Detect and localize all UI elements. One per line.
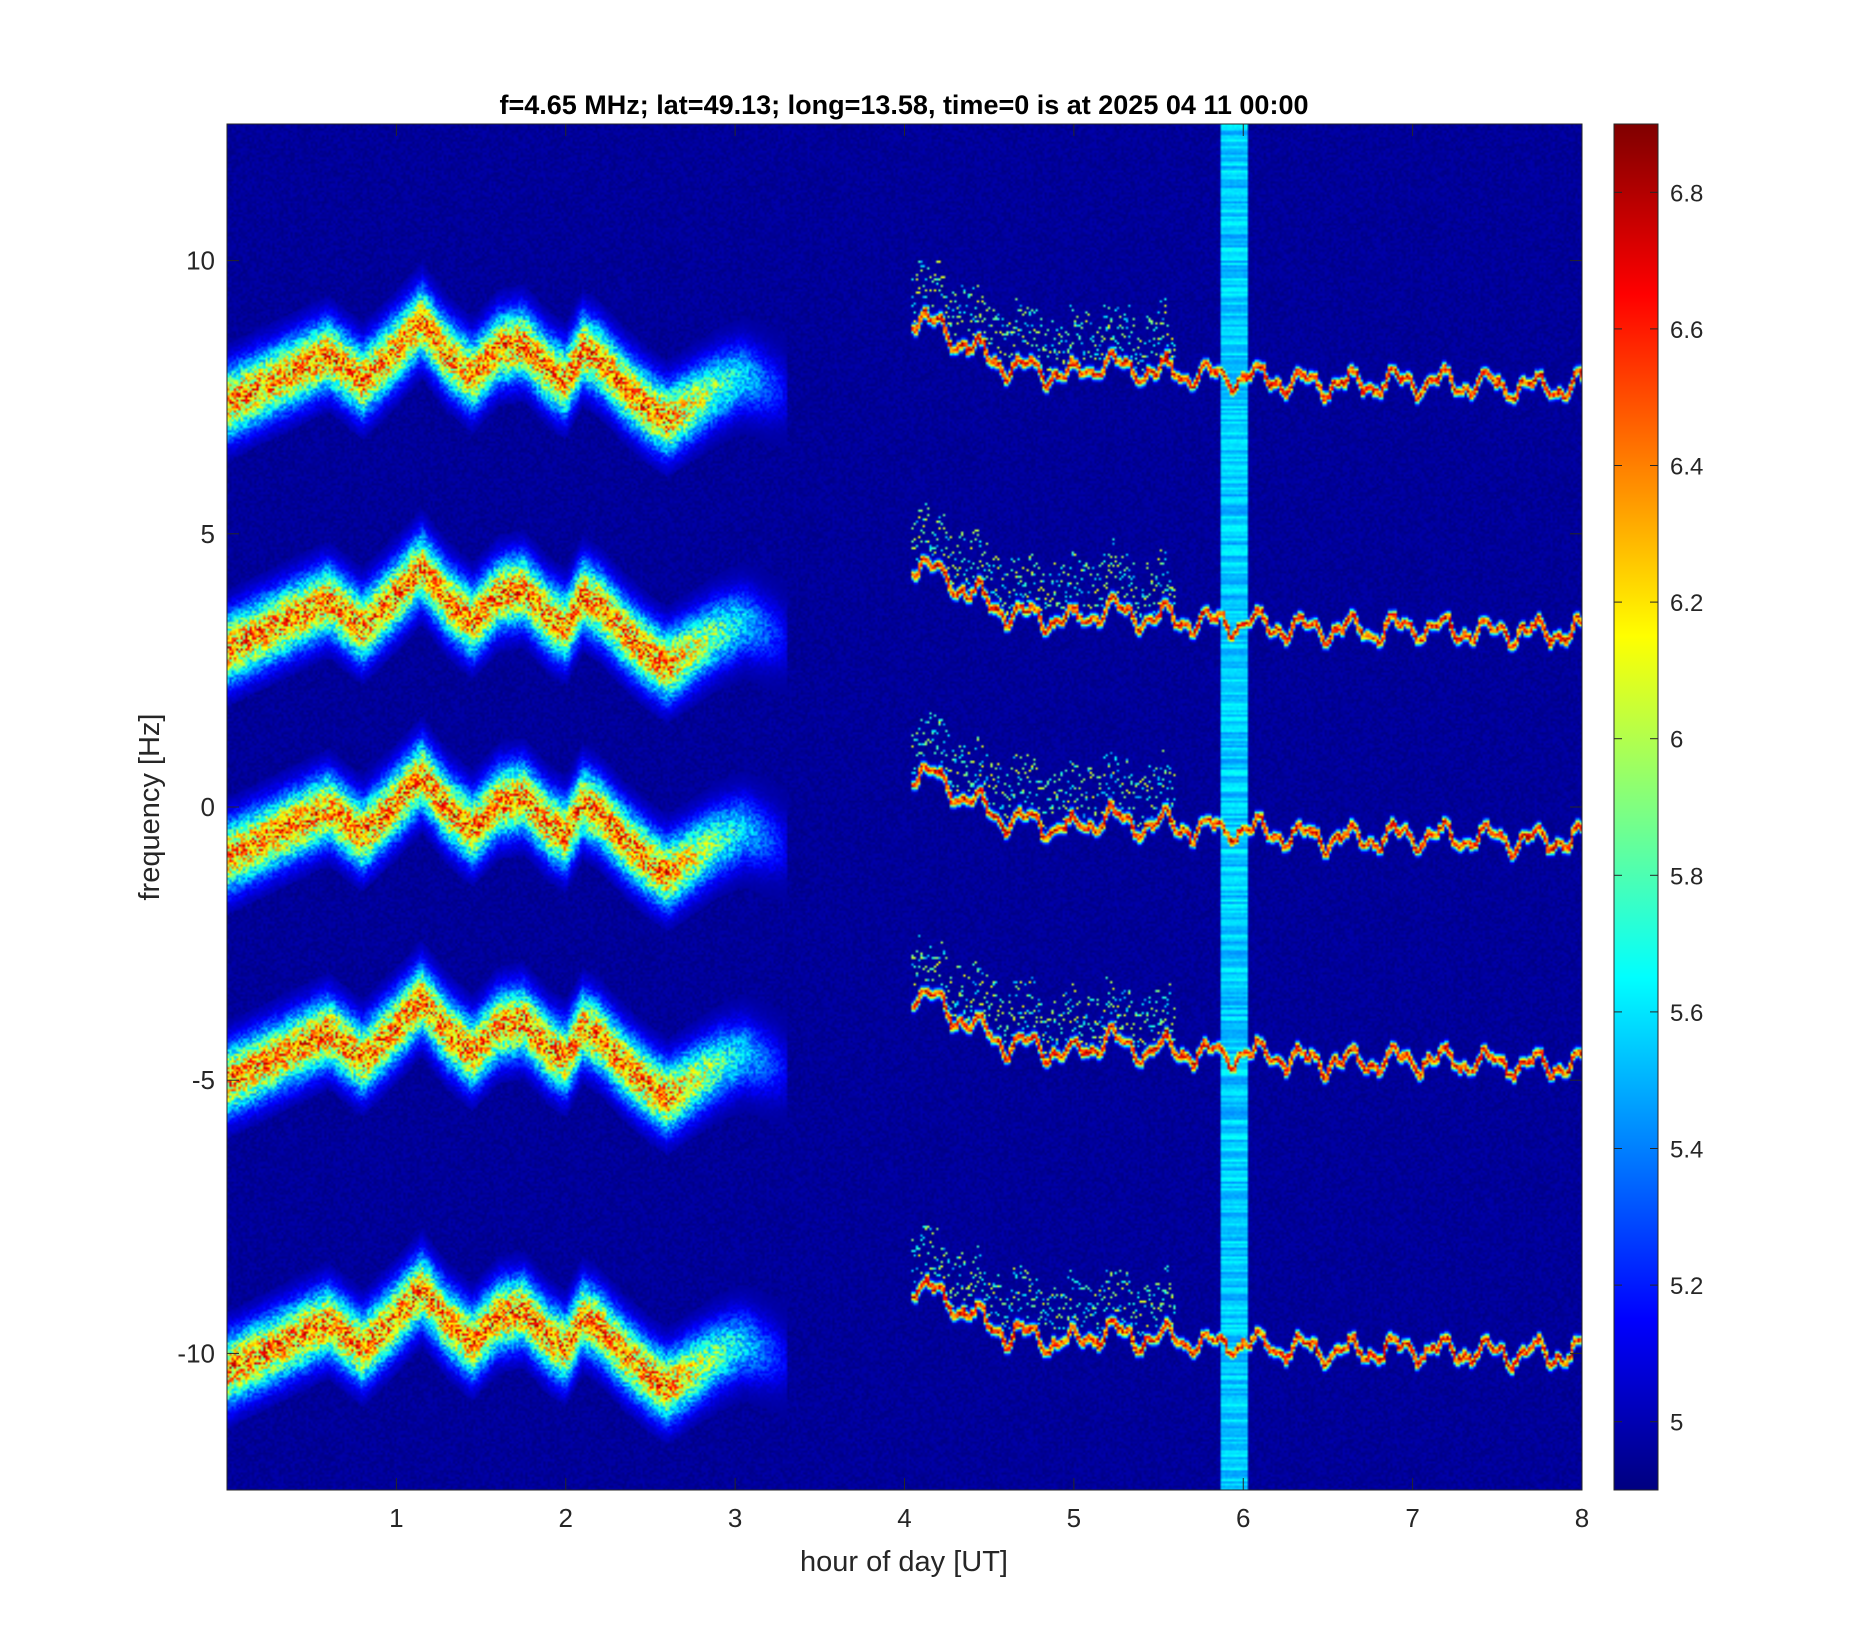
colorbar-tick-label: 6.6 bbox=[1670, 317, 1703, 344]
colorbar-tick-label: 6.2 bbox=[1670, 590, 1703, 617]
y-tick-label: 0 bbox=[201, 792, 215, 822]
x-tick-label: 6 bbox=[1236, 1503, 1250, 1533]
x-axis-ticks: 1 2 3 4 5 6 7 8 bbox=[389, 124, 1589, 1533]
y-tick-label: -10 bbox=[177, 1338, 215, 1368]
x-tick-label: 4 bbox=[897, 1503, 911, 1533]
colorbar-tick-label: 5.6 bbox=[1670, 1000, 1703, 1027]
x-axis-label: hour of day [UT] bbox=[800, 1546, 1008, 1578]
colorbar-tick-label: 6 bbox=[1670, 727, 1683, 754]
colorbar-tick-label: 5.2 bbox=[1670, 1273, 1703, 1300]
x-tick-label: 7 bbox=[1405, 1503, 1419, 1533]
colorbar bbox=[1613, 123, 1659, 1491]
y-tick-label: 10 bbox=[186, 246, 215, 276]
x-tick-label: 8 bbox=[1575, 1503, 1589, 1533]
colorbar-tick-label: 5.4 bbox=[1670, 1137, 1703, 1164]
colorbar-tick-label: 5.8 bbox=[1670, 863, 1703, 890]
colorbar-tick-label: 6.4 bbox=[1670, 454, 1703, 481]
y-tick-label: 5 bbox=[201, 519, 215, 549]
spectrogram-heatmap bbox=[227, 124, 1582, 1490]
chart-title: f=4.65 MHz; lat=49.13; long=13.58, time=… bbox=[500, 90, 1309, 120]
colorbar-tick-label: 6.8 bbox=[1670, 180, 1703, 207]
x-tick-label: 1 bbox=[389, 1503, 403, 1533]
colorbar-tick-label: 5 bbox=[1670, 1410, 1683, 1437]
x-tick-label: 2 bbox=[559, 1503, 573, 1533]
y-tick-label: -5 bbox=[192, 1065, 215, 1095]
x-tick-label: 5 bbox=[1067, 1503, 1081, 1533]
x-tick-label: 3 bbox=[728, 1503, 742, 1533]
y-axis-ticks: 10 5 0 -5 -10 bbox=[177, 246, 1582, 1368]
y-axis-label: frequency [Hz] bbox=[134, 714, 166, 901]
colorbar-ticks: 5 5.2 5.4 5.6 5.8 6 6.2 6.4 6.6 6.8 bbox=[1614, 180, 1703, 1437]
